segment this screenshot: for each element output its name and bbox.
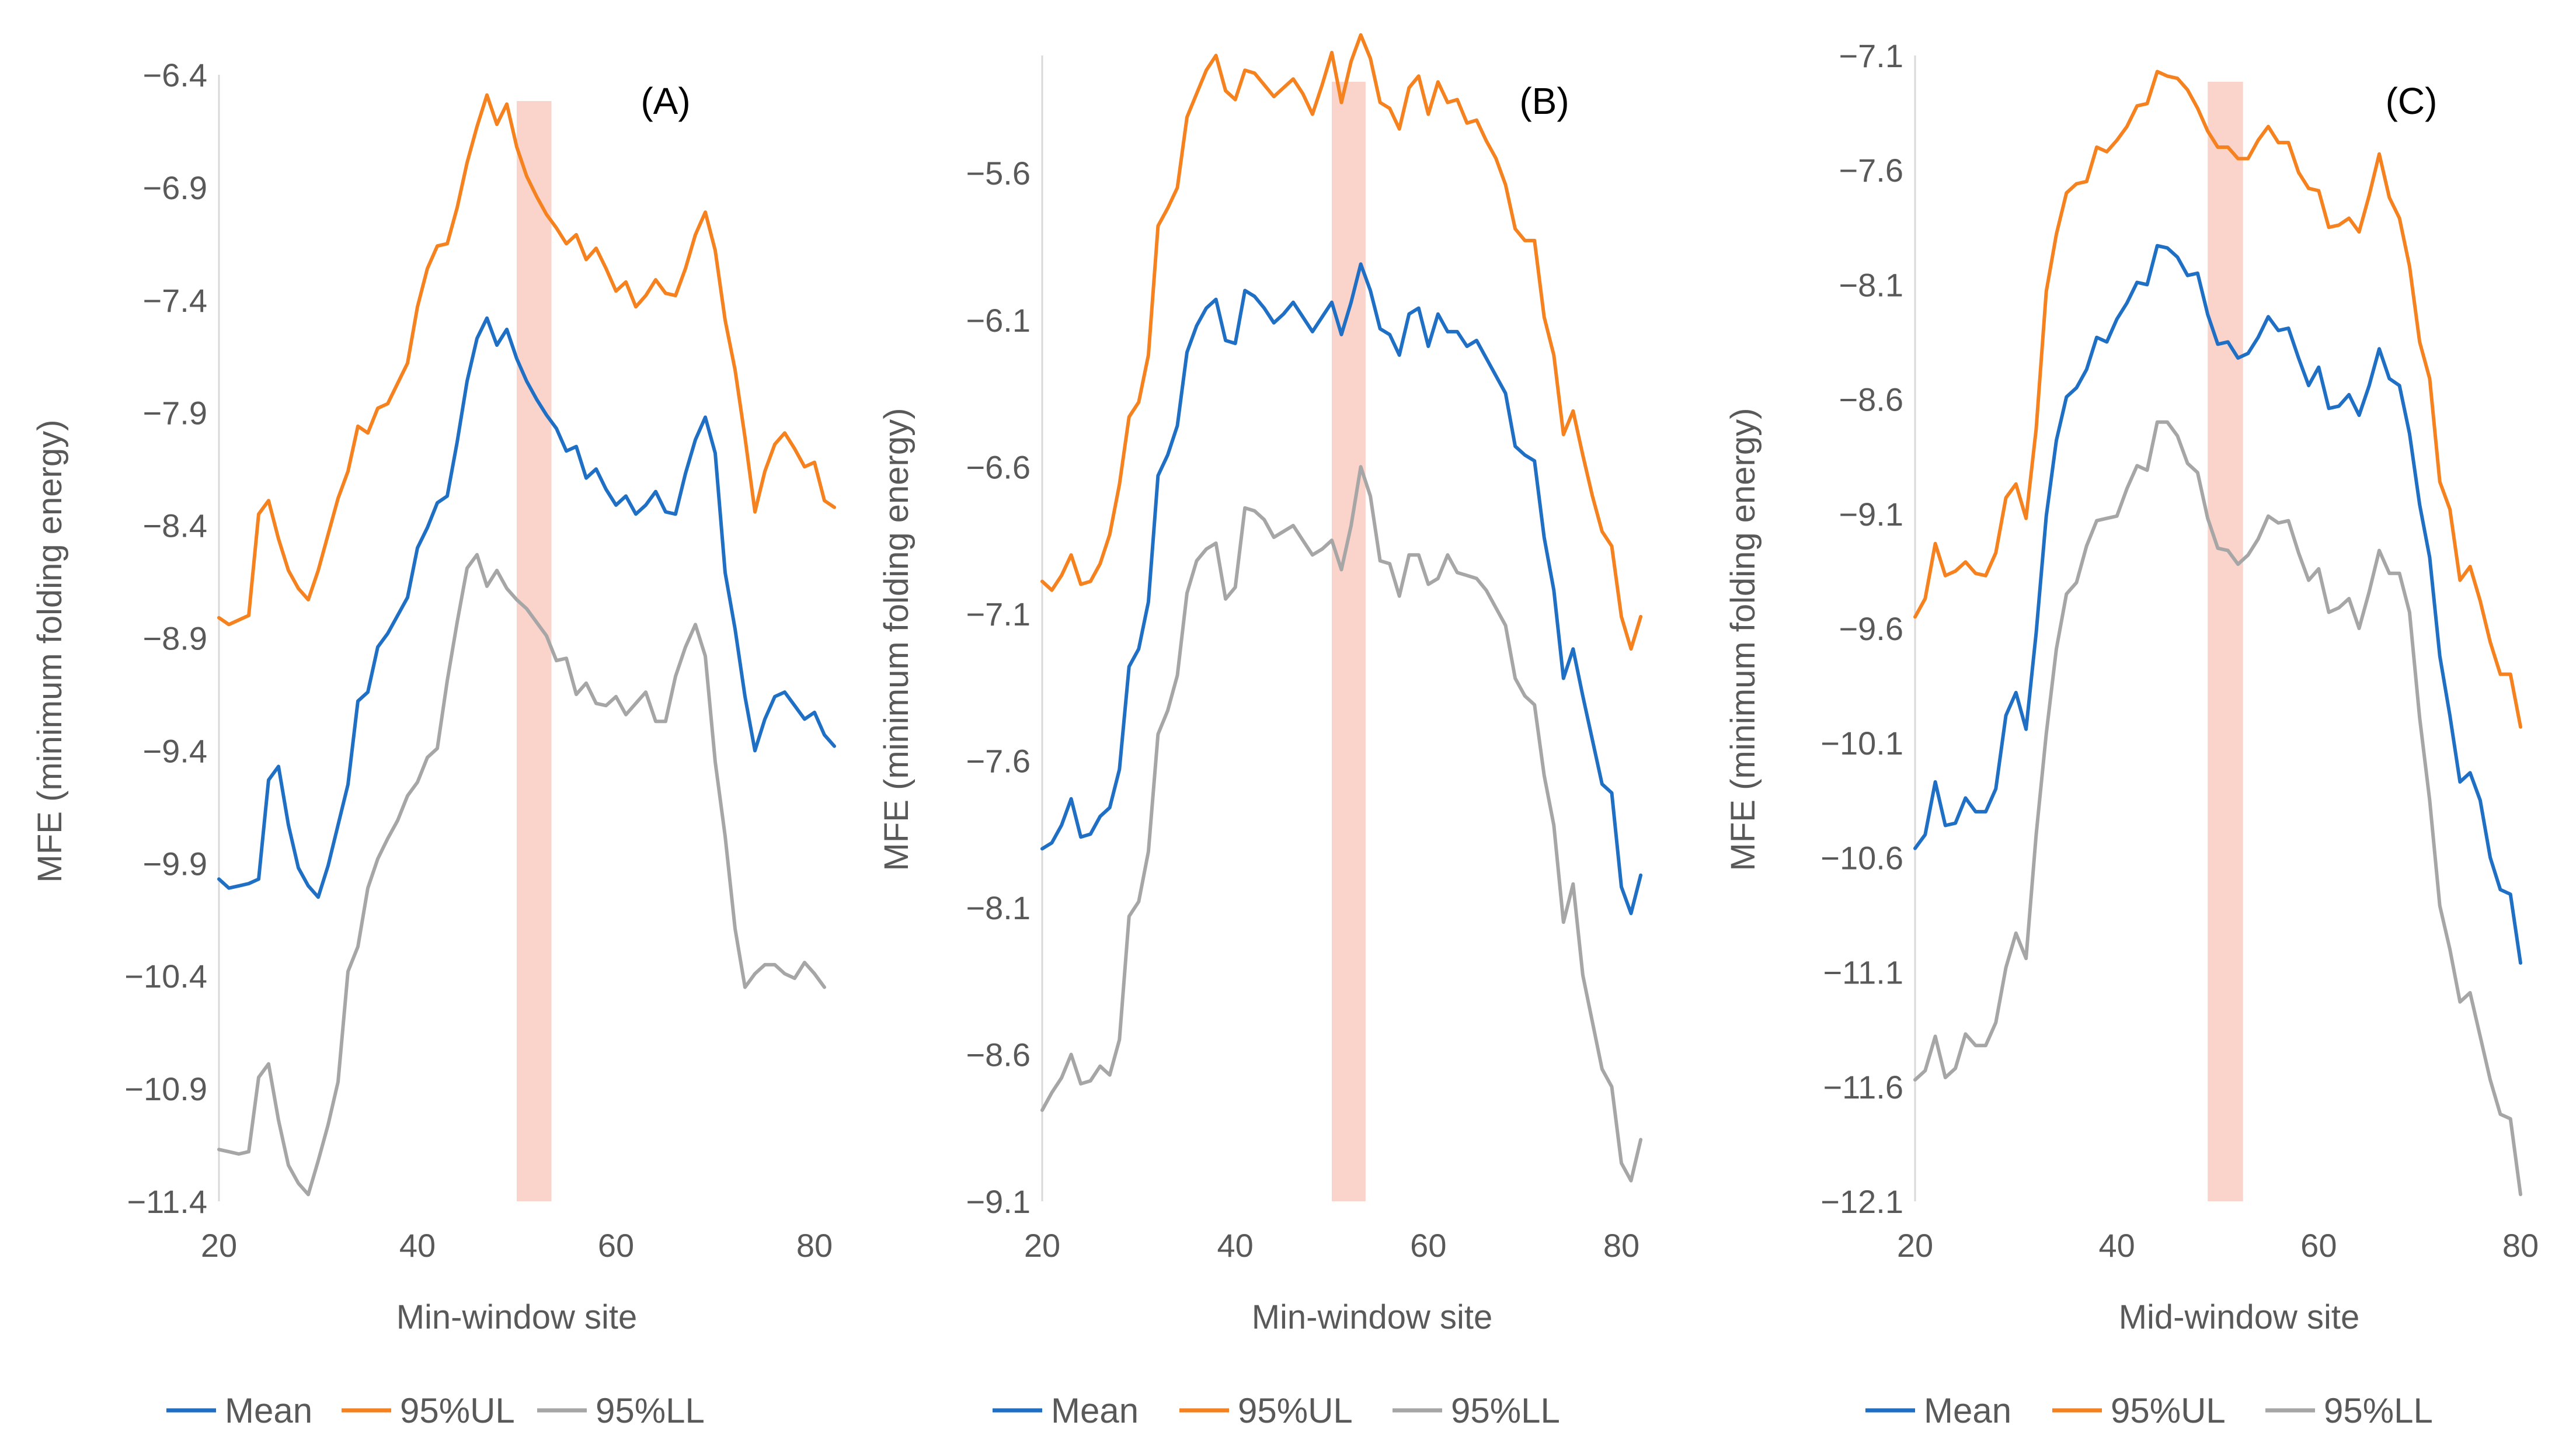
y-tick-label: −11.4	[127, 1183, 207, 1220]
panel-a-highlight-band	[517, 101, 552, 1201]
x-tick-label: 60	[598, 1227, 634, 1264]
panel-b-legend: Mean 95%UL 95%LL	[993, 1391, 1560, 1430]
panel-b-highlight-band	[1332, 82, 1366, 1201]
panel-a-chart: (A) MFE (minimum folding energy) Min-win…	[31, 57, 836, 1430]
y-tick-label: −8.6	[966, 1036, 1031, 1073]
y-tick-label: −8.1	[1839, 266, 1903, 303]
y-tick-label: −7.1	[966, 596, 1031, 632]
y-tick-label: −10.9	[124, 1070, 207, 1107]
legend-ll-label: 95%LL	[1451, 1391, 1560, 1430]
y-tick-label: −10.6	[1820, 839, 1903, 876]
panel-c-chart: (C) MFE (minimum folding energy) Mid-win…	[1724, 37, 2539, 1430]
y-tick-label: −10.4	[124, 958, 207, 995]
y-tick-label: −8.9	[142, 620, 207, 657]
x-tick-label: 60	[1410, 1227, 1446, 1264]
legend-ul-label: 95%UL	[400, 1391, 515, 1430]
x-tick-label: 40	[1217, 1227, 1254, 1264]
y-tick-label: −7.1	[1839, 37, 1903, 74]
y-tick-label: −10.1	[1820, 725, 1903, 762]
legend-ul-label: 95%UL	[2111, 1391, 2226, 1430]
y-tick-label: −11.6	[1823, 1069, 1903, 1106]
legend-ll-label: 95%LL	[596, 1391, 705, 1430]
panel-a-label: (A)	[640, 80, 690, 122]
legend-ll-label: 95%LL	[2324, 1391, 2433, 1430]
y-tick-label: −12.1	[1820, 1183, 1903, 1220]
panel-c-series-mean-line	[1913, 244, 2522, 965]
y-tick-label: −7.9	[142, 395, 207, 432]
panel-b-xlabel: Min-window site	[1252, 1298, 1493, 1336]
panel-b-series-ul-line	[1040, 33, 1643, 651]
y-tick-label: −7.6	[1839, 152, 1903, 189]
y-tick-label: −7.4	[142, 282, 207, 319]
x-tick-label: 20	[1897, 1227, 1933, 1264]
x-tick-label: 80	[1603, 1227, 1639, 1264]
panel-b-series-mean-line	[1040, 262, 1643, 915]
x-tick-label: 60	[2300, 1227, 2337, 1264]
y-tick-label: −6.9	[142, 169, 207, 206]
legend-mean-label: Mean	[1051, 1391, 1139, 1430]
y-tick-label: −6.1	[966, 302, 1031, 339]
y-tick-label: −9.1	[1839, 496, 1903, 533]
y-tick-label: −8.1	[966, 889, 1031, 926]
y-tick-label: −8.6	[1839, 381, 1903, 418]
y-tick-label: −9.9	[142, 845, 207, 882]
panel-a-series-ul-line	[217, 93, 836, 627]
x-tick-label: 20	[201, 1227, 237, 1264]
panel-c-label: (C)	[2386, 80, 2438, 122]
y-tick-label: −6.4	[142, 57, 207, 93]
panel-c-highlight-band	[2208, 82, 2243, 1201]
panel-b-label: (B)	[1519, 80, 1569, 122]
panel-b-ylabel: MFE (minimum folding energy)	[878, 408, 915, 871]
panel-c-series-ul-line	[1913, 69, 2522, 729]
x-tick-label: 80	[2502, 1227, 2539, 1264]
y-tick-label: −9.1	[966, 1183, 1031, 1220]
y-tick-label: −7.6	[966, 742, 1031, 779]
x-tick-label: 80	[796, 1227, 833, 1264]
legend-ul-label: 95%UL	[1238, 1391, 1353, 1430]
y-tick-label: −9.6	[1839, 610, 1903, 647]
panel-c-ylabel: MFE (minimum folding energy)	[1724, 408, 1762, 871]
x-tick-label: 40	[399, 1227, 436, 1264]
y-tick-label: −11.1	[1823, 954, 1903, 991]
panel-c-legend: Mean 95%UL 95%LL	[1865, 1391, 2433, 1430]
panel-a-series-ll-line	[217, 552, 826, 1197]
panel-c-xlabel: Mid-window site	[2119, 1298, 2360, 1336]
panel-a-ylabel: MFE (minimum folding energy)	[31, 420, 69, 883]
panel-b-chart: (B) MFE (minimum folding energy) Min-win…	[878, 33, 1643, 1430]
panel-a-series-mean-line	[217, 316, 836, 899]
x-tick-label: 20	[1024, 1227, 1060, 1264]
panel-a-legend: Mean 95%UL 95%LL	[166, 1391, 705, 1430]
y-tick-label: −5.6	[966, 155, 1031, 192]
legend-mean-label: Mean	[1924, 1391, 2011, 1430]
panel-c-series-ll-line	[1913, 420, 2522, 1197]
x-tick-label: 40	[2099, 1227, 2135, 1264]
panel-a-xlabel: Min-window site	[396, 1298, 638, 1336]
y-tick-label: −8.4	[142, 507, 207, 544]
legend-mean-label: Mean	[225, 1391, 312, 1430]
y-tick-label: −6.6	[966, 449, 1031, 485]
panel-b-series-ll-line	[1040, 465, 1643, 1183]
y-tick-label: −9.4	[142, 732, 207, 769]
